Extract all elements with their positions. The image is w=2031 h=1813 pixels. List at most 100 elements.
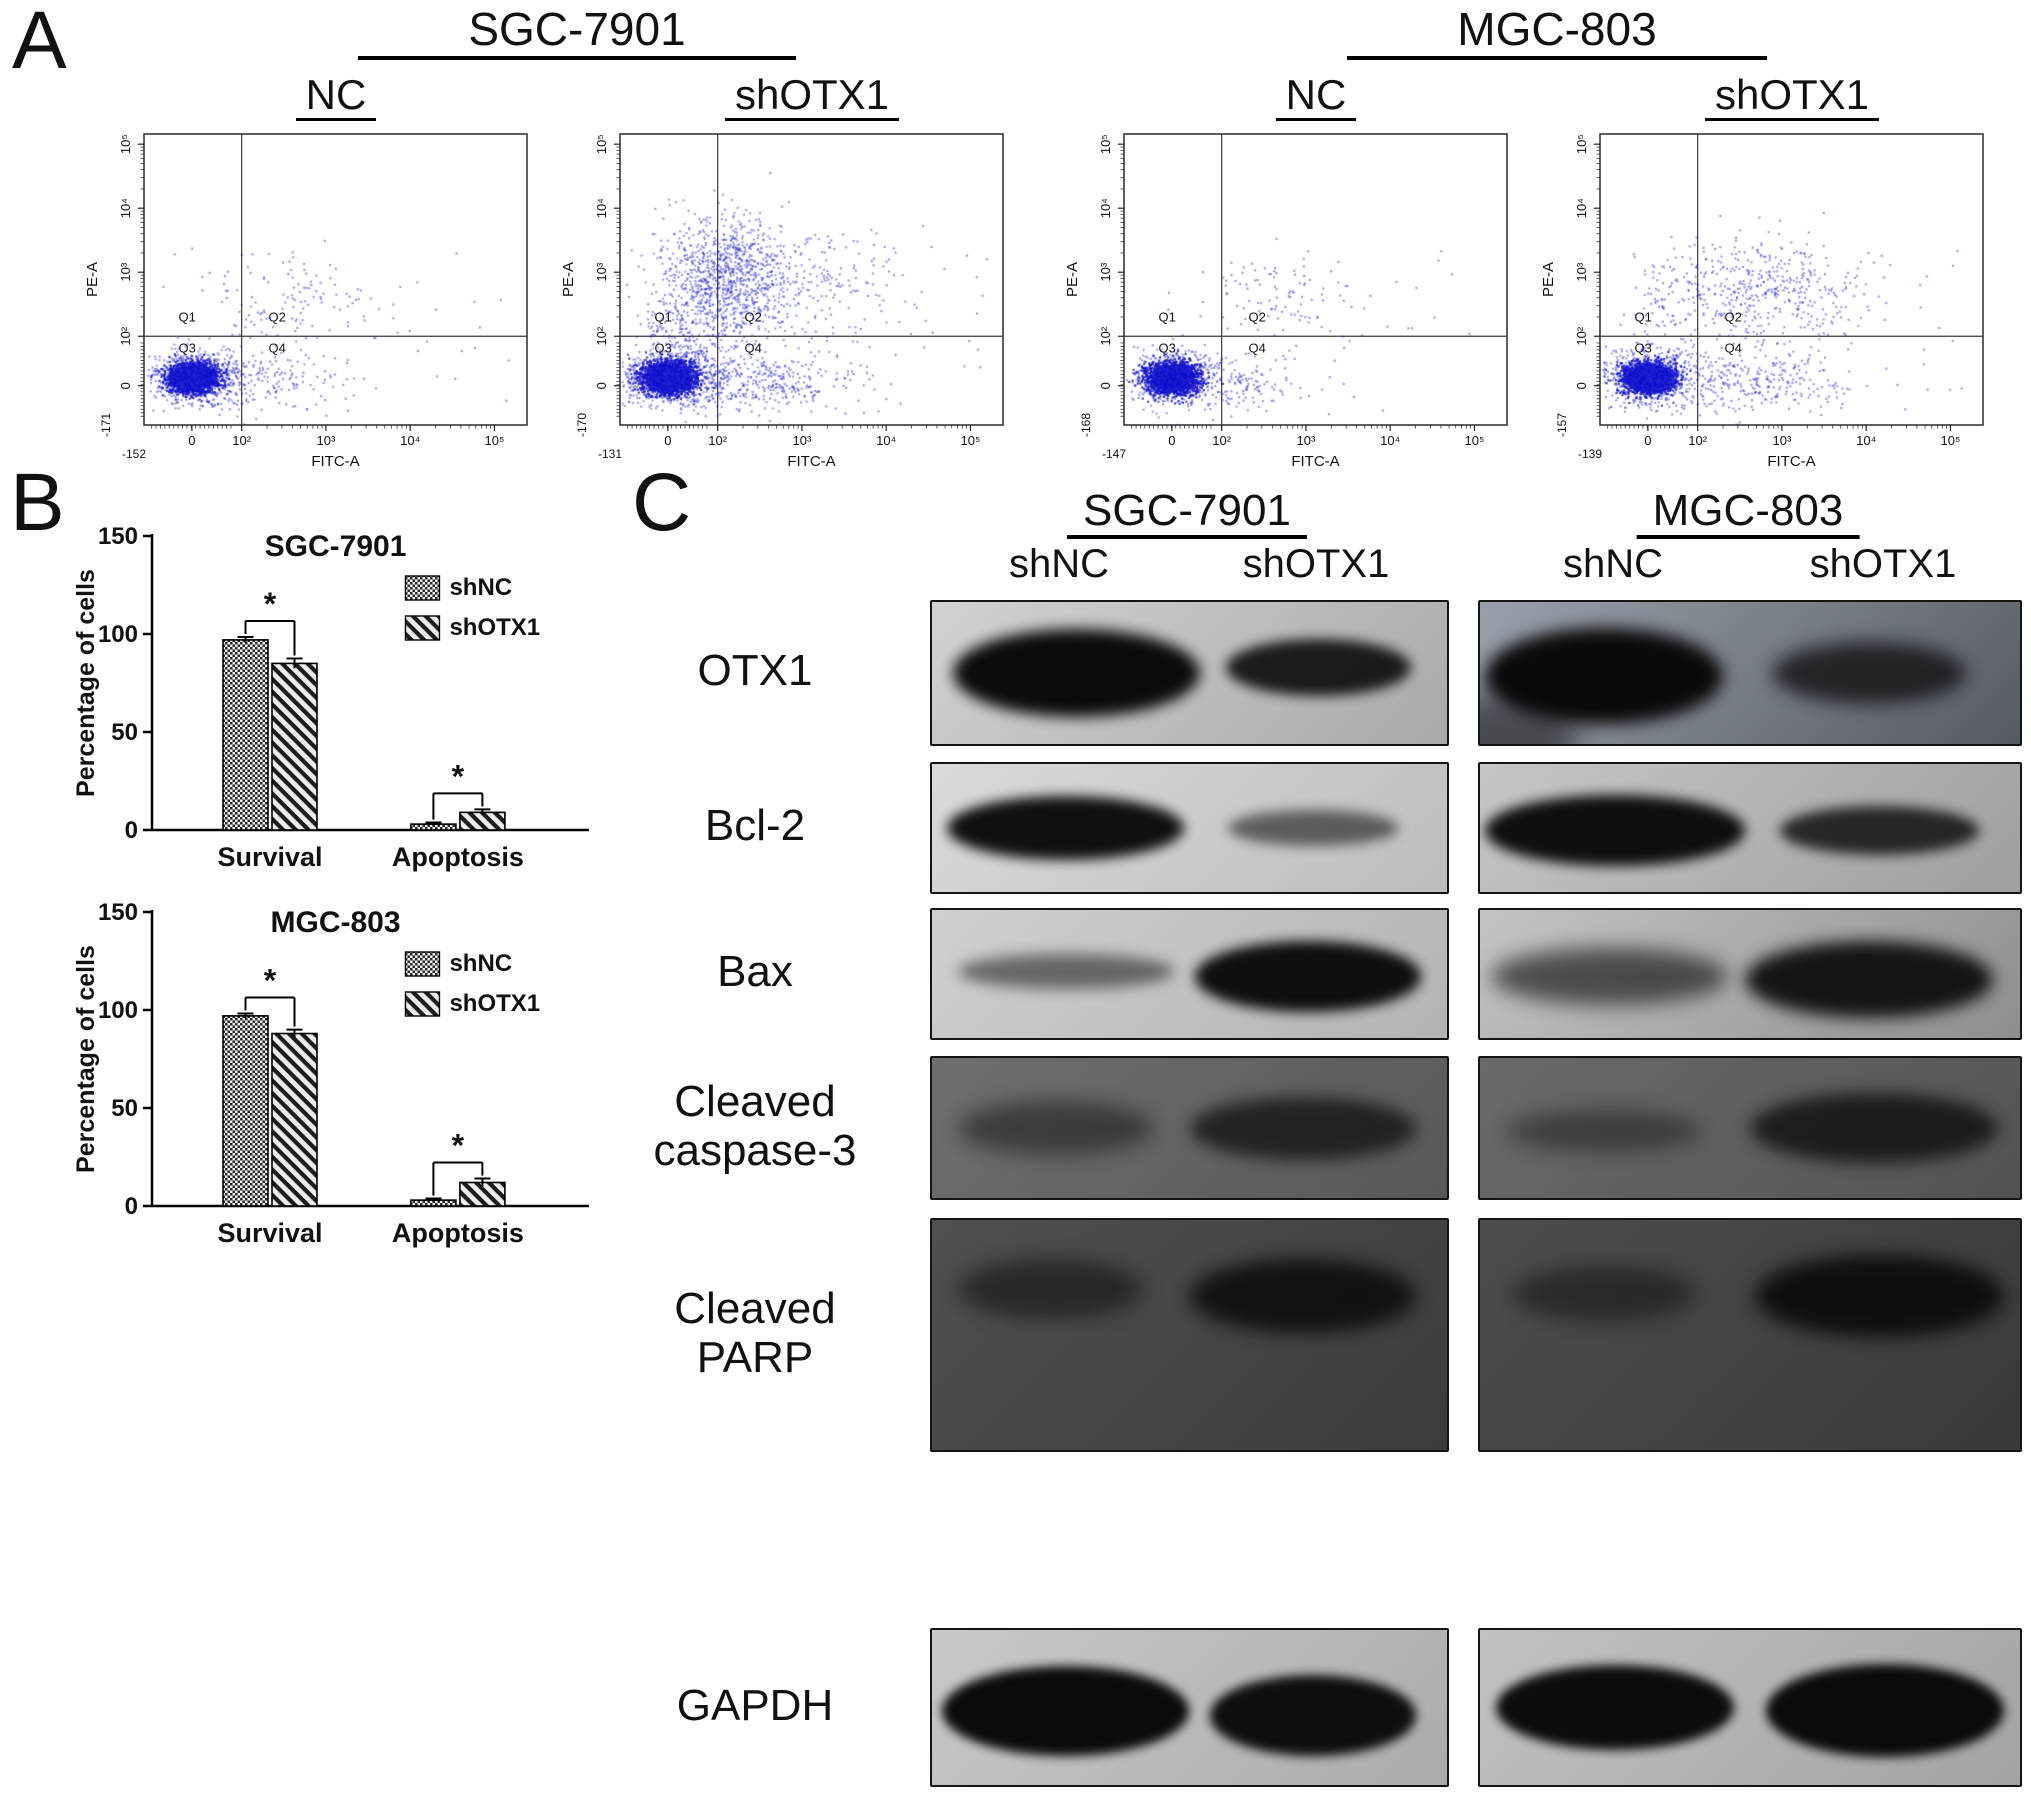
svg-text:-170: -170: [575, 413, 589, 437]
blot-label-gapdh: GAPDH: [600, 1628, 910, 1783]
bar-chart-svg: 0 50 100 150 Percentage of cells SGC-7901 * * Su…: [72, 523, 589, 872]
flow-group-sgc7901: SGC-7901 NC Q1Q2Q3Q4010²10³10⁴10⁵010²10³…: [72, 3, 1024, 473]
wb-lane-label-shnc: shNC: [1562, 542, 1664, 586]
svg-text:10³: 10³: [1297, 433, 1316, 448]
protein-band: [947, 796, 1185, 860]
group-title-row: MGC-803: [1052, 3, 2004, 66]
svg-text:10⁴: 10⁴: [1098, 198, 1113, 218]
svg-text:FITC-A: FITC-A: [311, 453, 359, 470]
blot-mgc803-cleaved-caspase-3: [1478, 1056, 2022, 1200]
svg-text:10⁵: 10⁵: [485, 433, 505, 448]
svg-text:10²: 10²: [232, 433, 251, 448]
flow-plot-mgc803-shotx1: shOTX1 Q1Q2Q3Q4010²10³10⁴10⁵010²10³10⁴10…: [1528, 71, 2004, 473]
blot-label-bax: Bax: [600, 908, 910, 1036]
blot-mgc803-cleaved-parp: [1478, 1218, 2022, 1452]
svg-text:0: 0: [594, 382, 609, 389]
protein-band: [942, 1665, 1190, 1756]
svg-text:10⁵: 10⁵: [1941, 433, 1961, 448]
svg-text:10³: 10³: [118, 262, 133, 281]
protein-band: [1779, 806, 1980, 855]
svg-text:10⁴: 10⁴: [400, 433, 420, 448]
svg-text:-131: -131: [598, 447, 622, 461]
blot-sgc7901-gapdh: [930, 1628, 1449, 1787]
svg-text:PE-A: PE-A: [1540, 262, 1557, 297]
svg-text:shOTX1: shOTX1: [449, 614, 540, 641]
svg-text:10⁴: 10⁴: [1574, 198, 1589, 218]
bar-chart-mgc803: 0 50 100 150 Percentage of cells MGC-803 * * Sur…: [70, 888, 605, 1258]
protein-band: [1507, 1109, 1702, 1152]
svg-text:Survival: Survival: [217, 1218, 322, 1248]
protein-band: [1771, 641, 1966, 705]
svg-text:10⁵: 10⁵: [1574, 134, 1589, 154]
protein-band: [1228, 810, 1399, 846]
blot-sgc7901-cleaved-parp: [930, 1218, 1449, 1452]
blot-sgc7901-otx1: [930, 600, 1449, 746]
svg-text:10⁵: 10⁵: [594, 134, 609, 154]
protein-band: [1210, 1674, 1417, 1756]
protein-band: [1189, 1259, 1417, 1333]
blot-label-bcl-2: Bcl-2: [600, 762, 910, 890]
protein-band: [1755, 1254, 2004, 1338]
flow-cytometry-plot: Q1Q2Q3Q4010²10³10⁴10⁵010²10³10⁴10⁵FITC-A…: [558, 128, 1013, 473]
flow-cytometry-plot: Q1Q2Q3Q4010²10³10⁴10⁵010²10³10⁴10⁵FITC-A…: [82, 128, 537, 473]
svg-text:10²: 10²: [708, 433, 727, 448]
protein-band: [1225, 638, 1411, 696]
protein-band: [1490, 947, 1729, 1006]
svg-text:10⁵: 10⁵: [961, 433, 981, 448]
wb-lane-label-shnc: shNC: [1008, 542, 1110, 586]
svg-text:0: 0: [664, 433, 671, 448]
svg-text:10⁵: 10⁵: [1465, 433, 1485, 448]
svg-text:PE-A: PE-A: [84, 262, 101, 297]
svg-text:0: 0: [188, 433, 195, 448]
svg-text:Apoptosis: Apoptosis: [392, 1218, 524, 1248]
svg-text:50: 50: [111, 719, 138, 746]
svg-text:0: 0: [118, 382, 133, 389]
bar-chart-sgc7901: 0 50 100 150 Percentage of cells SGC-7901 * * Su…: [70, 512, 605, 882]
svg-text:-139: -139: [1578, 447, 1602, 461]
svg-text:10²: 10²: [594, 326, 609, 345]
blot-label-line: PARP: [696, 1333, 814, 1382]
svg-text:0: 0: [125, 817, 138, 844]
svg-text:10³: 10³: [317, 433, 336, 448]
blot-label-cleaved-caspase-3: Cleaved caspase-3: [600, 1056, 910, 1196]
svg-text:10²: 10²: [118, 326, 133, 345]
protein-band: [952, 628, 1200, 717]
blot-sgc7901-cleaved-caspase-3: [930, 1056, 1449, 1200]
svg-text:PE-A: PE-A: [1064, 262, 1081, 297]
blot-label-otx1: OTX1: [600, 600, 910, 742]
protein-band: [1496, 1664, 1734, 1751]
protein-band: [1189, 1096, 1417, 1160]
svg-text:10⁴: 10⁴: [1856, 433, 1876, 448]
blot-label-cleaved-parp: Cleaved PARP: [600, 1218, 910, 1448]
plots-row: NC Q1Q2Q3Q4010²10³10⁴10⁵010²10³10⁴10⁵FIT…: [72, 71, 1024, 473]
svg-text:0: 0: [1098, 382, 1113, 389]
svg-text:10³: 10³: [1773, 433, 1792, 448]
group-title-row: SGC-7901: [72, 3, 1024, 66]
svg-text:10⁴: 10⁴: [594, 198, 609, 218]
svg-text:10²: 10²: [1212, 433, 1231, 448]
blot-label-line: Bax: [717, 947, 793, 997]
svg-text:0: 0: [125, 1193, 138, 1220]
protein-band: [1194, 941, 1422, 1012]
blot-mgc803-bax: [1478, 908, 2022, 1040]
svg-text:*: *: [452, 758, 465, 794]
svg-text:10²: 10²: [1574, 326, 1589, 345]
svg-text:10²: 10²: [1688, 433, 1707, 448]
svg-text:10⁴: 10⁴: [118, 198, 133, 218]
protein-band: [957, 953, 1175, 990]
svg-text:50: 50: [111, 1095, 138, 1122]
svg-text:Apoptosis: Apoptosis: [392, 842, 524, 872]
plots-row: NC Q1Q2Q3Q4010²10³10⁴10⁵010²10³10⁴10⁵FIT…: [1052, 71, 2004, 473]
protein-band: [1512, 1266, 1696, 1322]
svg-text:10³: 10³: [1098, 262, 1113, 281]
flow-group-mgc803: MGC-803 NC Q1Q2Q3Q4010²10³10⁴10⁵010²10³1…: [1052, 3, 2004, 473]
svg-text:-171: -171: [99, 413, 113, 437]
svg-text:MGC-803: MGC-803: [271, 906, 401, 939]
svg-text:*: *: [452, 1128, 465, 1164]
svg-text:0: 0: [1644, 433, 1651, 448]
scatter-points-canvas: [1600, 134, 1983, 425]
svg-text:FITC-A: FITC-A: [787, 453, 835, 470]
condition-label-nc: NC: [1275, 71, 1357, 122]
protein-band: [957, 1101, 1154, 1155]
